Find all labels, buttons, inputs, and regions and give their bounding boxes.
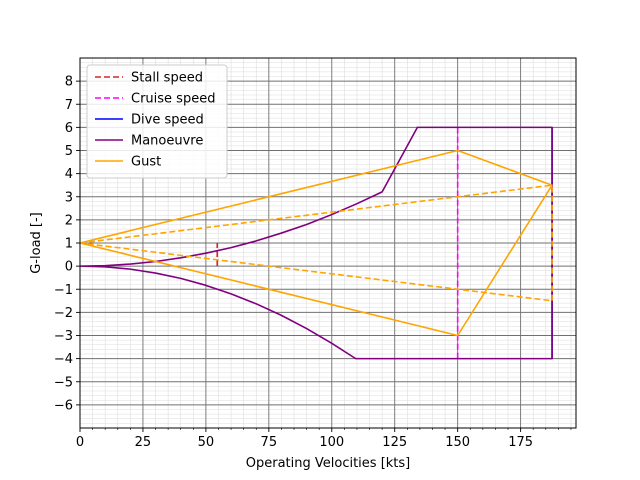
series-line-manoeuvre bbox=[79, 126, 553, 360]
x-axis-label: Operating Velocities [kts] bbox=[246, 456, 411, 471]
legend-label: Manoeuvre bbox=[131, 134, 203, 149]
y-tick-label: −3 bbox=[54, 329, 73, 344]
series-line-gust-dive- bbox=[79, 184, 553, 302]
y-tick-label: 8 bbox=[65, 75, 73, 90]
y-tick-label: 5 bbox=[65, 144, 73, 159]
x-tick-label: 25 bbox=[135, 435, 152, 450]
y-tick-label: −1 bbox=[54, 283, 73, 298]
legend: Stall speed Cruise speed Dive speed Manoeuv… bbox=[86, 64, 228, 179]
legend-label: Cruise speed bbox=[131, 92, 215, 107]
y-tick-label: 3 bbox=[65, 190, 73, 205]
y-tick-label: 6 bbox=[65, 121, 73, 136]
x-tick-label: 0 bbox=[76, 435, 84, 450]
x-tick-label: 125 bbox=[382, 435, 407, 450]
y-axis-label: G-load [-] bbox=[29, 212, 44, 274]
x-tick-label: 50 bbox=[198, 435, 215, 450]
legend-label: Dive speed bbox=[131, 113, 204, 128]
legend-label: Gust bbox=[131, 155, 161, 170]
y-tick-label: −2 bbox=[54, 306, 73, 321]
y-tick-label: −4 bbox=[54, 352, 73, 367]
x-tick-label: 75 bbox=[261, 435, 278, 450]
y-tick-label: 0 bbox=[65, 260, 73, 275]
y-tick-label: 2 bbox=[65, 213, 73, 228]
y-tick-label: −6 bbox=[54, 398, 73, 413]
y-tick-label: −5 bbox=[54, 375, 73, 390]
x-tick-label: 175 bbox=[508, 435, 533, 450]
x-tick-label: 100 bbox=[319, 435, 344, 450]
legend-box bbox=[86, 64, 228, 179]
x-tick-label: 150 bbox=[445, 435, 470, 450]
y-tick-label: 1 bbox=[65, 237, 73, 252]
y-tick-label: 7 bbox=[65, 98, 73, 113]
series-line-gust bbox=[79, 149, 553, 337]
legend-label: Stall speed bbox=[131, 71, 203, 86]
y-tick-label: 4 bbox=[65, 167, 73, 182]
